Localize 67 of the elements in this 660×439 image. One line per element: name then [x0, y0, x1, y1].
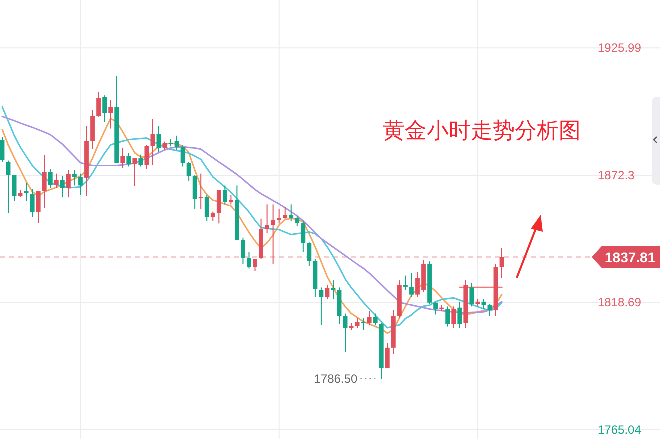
candlestick: [24, 182, 29, 202]
candlestick: [385, 342, 390, 369]
y-tick-label: 1925.99: [598, 41, 642, 56]
candlestick: [325, 284, 330, 300]
candlestick: [186, 161, 192, 182]
y-tick-label: 1872.3: [598, 168, 636, 183]
candlestick: [102, 95, 108, 123]
candlestick: [150, 118, 156, 166]
candlestick: [126, 152, 132, 168]
annotation: 1786.50: [314, 372, 358, 386]
candlestick: [404, 275, 408, 291]
candlestick: [241, 237, 246, 264]
candlestick: [253, 258, 258, 272]
candlestick: [198, 173, 204, 210]
candlestick: [289, 204, 294, 222]
candlestick: [216, 190, 222, 224]
candlestick: [48, 168, 53, 189]
candlestick: [132, 158, 138, 187]
candlestick: [247, 252, 252, 270]
y-tick-label: 1765.04: [598, 422, 642, 437]
candlestick: [373, 313, 378, 326]
candlestick: [174, 135, 180, 151]
candlestick: [204, 194, 210, 222]
candlestick: [30, 188, 35, 218]
candlestick: [60, 176, 65, 198]
candlestick: [331, 280, 336, 300]
candlestick: [446, 306, 450, 328]
candlestick: [301, 220, 306, 253]
candlestick: [222, 185, 228, 206]
candlestick: [452, 306, 456, 329]
candlestick: [0, 136, 5, 162]
candlestick: [78, 173, 83, 196]
candlestick: [228, 194, 234, 206]
text: 黄金小时走势分析图: [383, 119, 581, 144]
candlestick: [482, 299, 486, 310]
candlestick: [120, 148, 126, 169]
candlestick: [367, 310, 372, 326]
candlestick: [355, 318, 360, 329]
candlestick: [265, 204, 270, 234]
candlestick: [458, 301, 462, 329]
candlestick: [6, 160, 11, 214]
candlestick: [144, 144, 150, 170]
candlestick: [156, 126, 162, 153]
candlestick: [42, 154, 47, 209]
candlestick: [54, 173, 59, 189]
candlestick: [361, 318, 366, 331]
candlestick: [271, 204, 276, 264]
candlestick: [72, 170, 77, 186]
candlestick: [295, 216, 300, 227]
candlestick: [283, 206, 288, 220]
candlestick: [434, 301, 438, 316]
candlestick: [66, 170, 71, 198]
candlestick: [36, 190, 41, 224]
candlestick: [210, 211, 216, 222]
candlestick: [343, 313, 348, 353]
ref-line-label: 1837.81: [605, 249, 656, 266]
y-tick-label: 1818.69: [598, 296, 642, 310]
candlestick: [138, 154, 144, 168]
candlestick: [307, 242, 312, 267]
candlestick: [192, 174, 198, 210]
candlestick: [500, 248, 504, 279]
candlestick: [108, 100, 114, 130]
candlestick: [319, 287, 324, 326]
candlestick: [277, 208, 282, 224]
candlestick: [96, 92, 101, 118]
candlestick: [410, 272, 414, 298]
candlestick: [470, 282, 474, 308]
